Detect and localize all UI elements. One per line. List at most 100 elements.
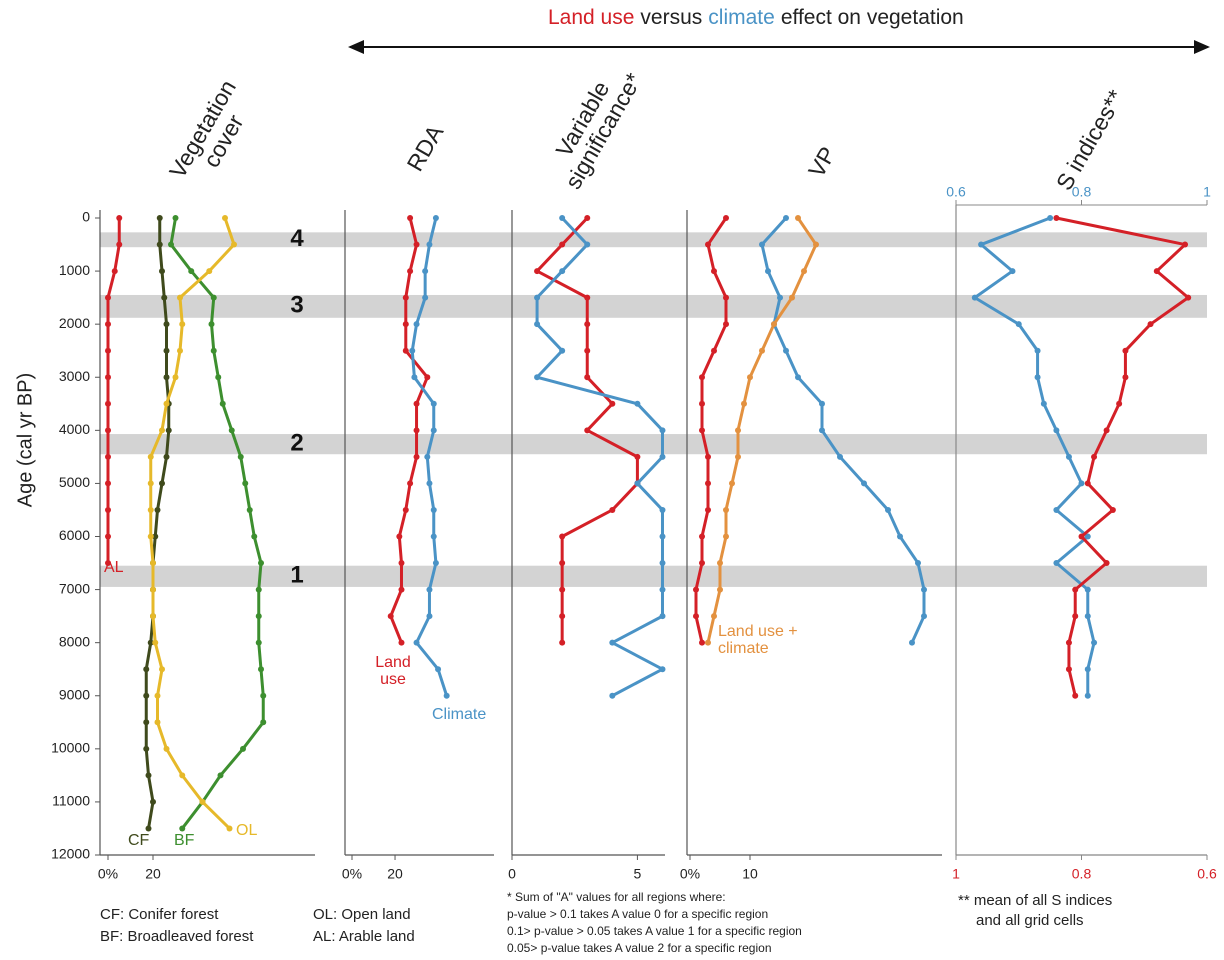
point (172, 374, 179, 381)
point (1065, 666, 1072, 673)
point (659, 533, 666, 540)
point (1109, 506, 1116, 513)
note: 0.05> p-value takes A value 2 for a spec… (507, 941, 772, 955)
point (402, 506, 409, 513)
point (172, 215, 179, 221)
point (150, 798, 156, 805)
point (1103, 560, 1110, 567)
point (147, 639, 154, 646)
point (147, 480, 154, 487)
point (559, 347, 566, 354)
point (231, 241, 237, 248)
point (116, 215, 123, 221)
point (861, 480, 867, 487)
point (150, 613, 156, 620)
point (584, 241, 591, 248)
point (179, 772, 186, 779)
point (729, 480, 735, 487)
point (795, 215, 801, 221)
point (105, 506, 111, 513)
point (705, 241, 711, 248)
point (105, 294, 111, 301)
point (163, 374, 170, 381)
title-part: effect on vegetation (780, 6, 964, 29)
point (432, 215, 439, 221)
point (188, 268, 195, 275)
point (152, 639, 159, 646)
zone-band (100, 294, 1207, 318)
point (413, 321, 420, 328)
x-tick-label: 0 (508, 866, 516, 882)
point (407, 268, 414, 275)
point (723, 506, 729, 513)
point (584, 321, 591, 328)
point (699, 533, 705, 540)
point (143, 666, 150, 673)
point (152, 533, 159, 540)
zone-label: 1 (290, 562, 303, 589)
y-tick-label: 3000 (59, 368, 90, 384)
point (759, 241, 765, 248)
x-tick-label: 1 (1203, 184, 1211, 200)
point (971, 294, 978, 301)
point (559, 586, 566, 593)
point (921, 586, 927, 593)
point (659, 586, 666, 593)
note: 0.1> p-value > 0.05 takes A value 1 for … (507, 924, 802, 938)
point (402, 294, 409, 301)
point (711, 268, 717, 275)
point (163, 347, 170, 354)
point (260, 692, 267, 699)
point (1078, 533, 1085, 540)
zone-label: 3 (290, 292, 303, 319)
zone-label: 4 (290, 225, 304, 252)
series-label: OL (236, 822, 258, 839)
point (783, 215, 789, 221)
point (659, 613, 666, 620)
series-line (535, 216, 664, 698)
y-tick-label: 12000 (51, 846, 90, 862)
point (435, 666, 442, 673)
title-part: climate (708, 6, 775, 29)
point (413, 400, 420, 407)
x2-tick-label: 0.6 (1197, 866, 1217, 882)
point (819, 427, 825, 434)
point (717, 560, 723, 567)
point (705, 506, 711, 513)
point (154, 506, 161, 513)
y-tick-label: 10000 (51, 740, 90, 756)
point (168, 241, 174, 248)
point (145, 772, 152, 779)
point (909, 639, 915, 646)
point (219, 400, 226, 407)
point (210, 294, 217, 301)
point (1185, 294, 1192, 301)
point (584, 347, 591, 354)
point (634, 480, 641, 487)
point (534, 268, 541, 275)
point (584, 294, 591, 301)
point (1072, 692, 1079, 699)
point (559, 533, 566, 540)
point (165, 427, 172, 434)
point (422, 268, 429, 275)
point (426, 241, 433, 248)
point (105, 374, 111, 381)
point (1015, 321, 1022, 328)
point (699, 560, 705, 567)
point (143, 692, 150, 699)
point (699, 639, 705, 646)
point (659, 453, 666, 460)
point (179, 321, 186, 328)
point (426, 586, 433, 593)
point (242, 480, 249, 487)
point (159, 268, 165, 275)
zone-band (100, 434, 1207, 455)
point (659, 666, 666, 673)
point (179, 825, 186, 832)
point (387, 613, 394, 620)
point (759, 347, 765, 354)
series-label: Land use (375, 654, 411, 688)
point (711, 347, 717, 354)
